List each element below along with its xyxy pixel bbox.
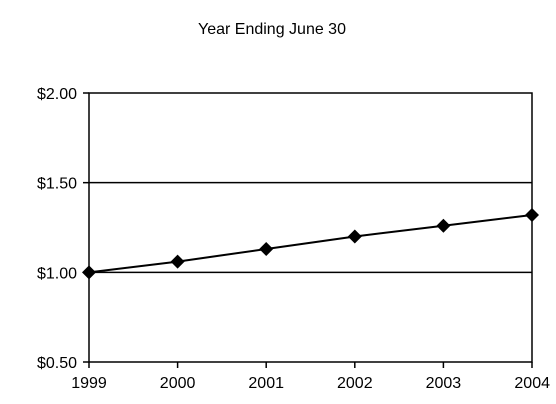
x-tick-label: 1999	[71, 375, 107, 392]
y-tick-labels: $0.50 $1.00 $1.50 $2.00	[37, 86, 77, 372]
x-tick-label: 2003	[426, 375, 462, 392]
series-markers	[82, 207, 539, 280]
data-point-2000	[170, 254, 185, 269]
x-tick-label: 2002	[337, 375, 373, 392]
data-point-2004	[525, 207, 539, 222]
data-point-1999	[82, 265, 96, 280]
chart-title: Year Ending June 30	[198, 21, 346, 38]
gridlines	[89, 181, 532, 274]
series-line	[88, 213, 533, 274]
y-tick-label: $2.00	[37, 86, 77, 103]
x-tick-labels: 1999 2000 2001 2002 2003 2004	[71, 375, 550, 392]
x-tick-label: 2004	[514, 375, 550, 392]
axes	[83, 92, 533, 368]
y-tick-label: $0.50	[37, 355, 77, 372]
y-tick-label: $1.50	[37, 176, 77, 193]
data-point-2001	[259, 242, 274, 257]
x-tick-label: 2001	[248, 375, 284, 392]
series-line	[88, 213, 533, 274]
data-point-2002	[347, 229, 362, 244]
data-point-2003	[436, 218, 451, 233]
x-tick-label: 2000	[160, 375, 196, 392]
y-tick-label: $1.00	[37, 265, 77, 282]
plot-frame	[88, 92, 533, 363]
